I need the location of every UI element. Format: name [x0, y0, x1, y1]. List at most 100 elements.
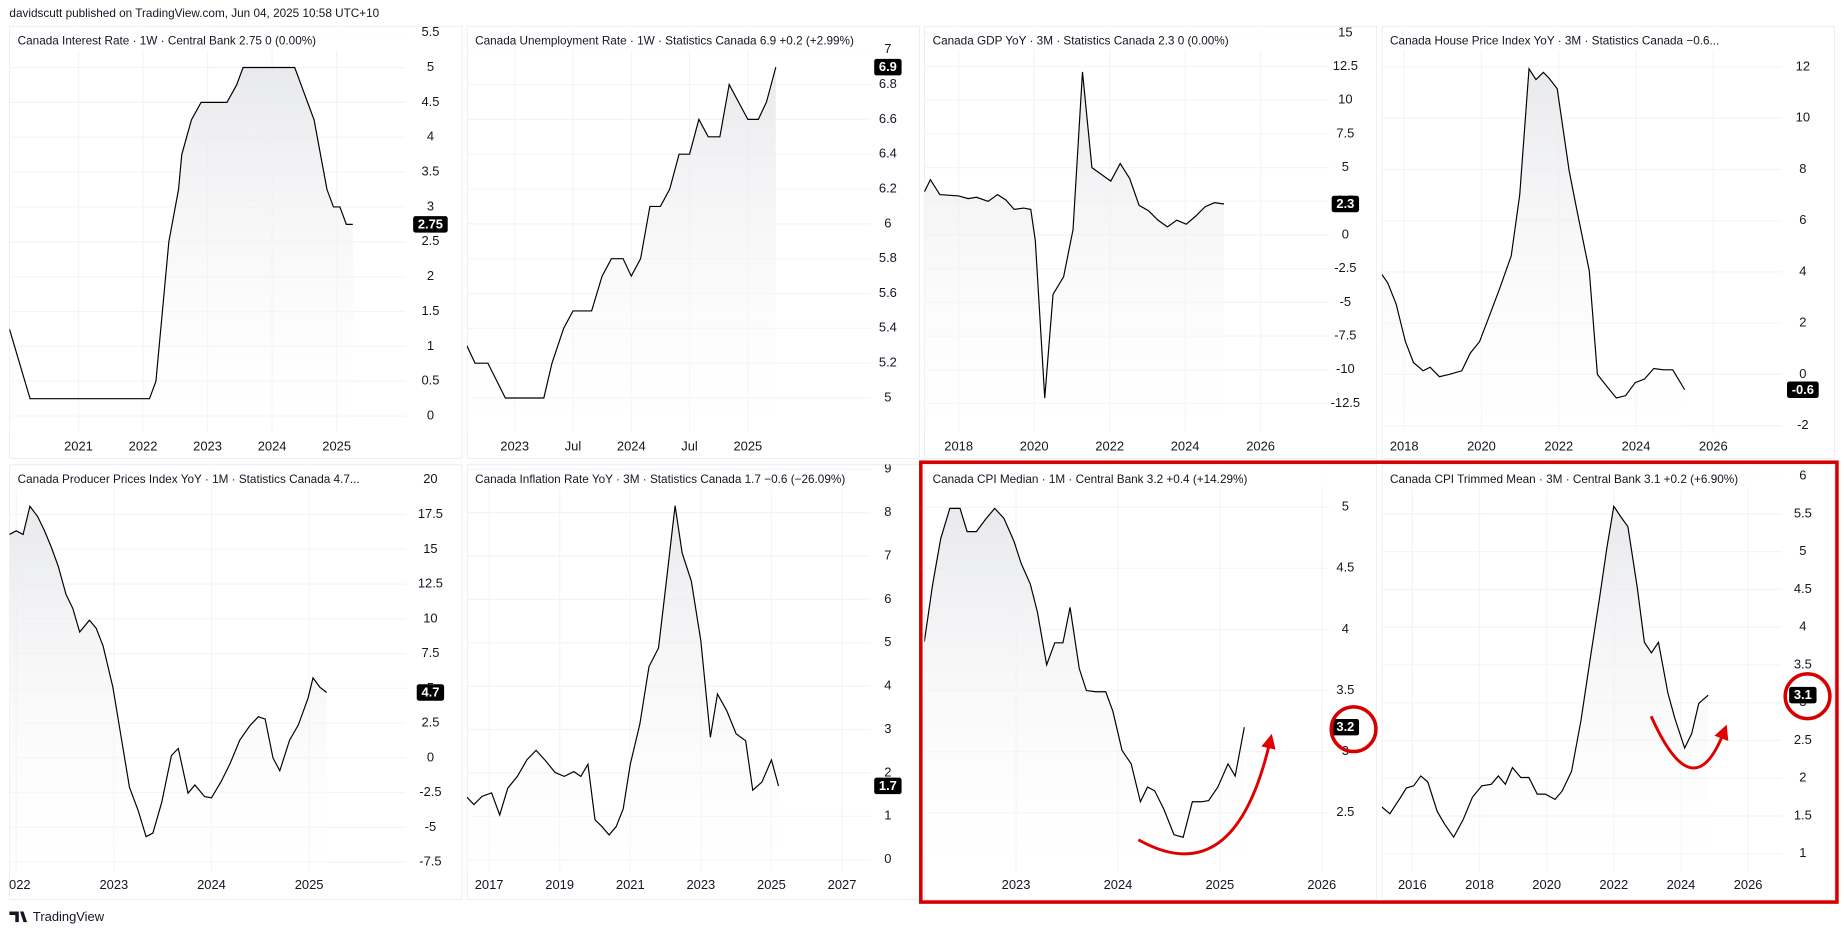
- data-line: [9, 66, 353, 400]
- y-tick-label: 5.5: [421, 24, 439, 39]
- x-tick-label: Jul: [565, 438, 582, 453]
- x-tick-label: 2024: [617, 438, 646, 453]
- publisher-header: davidscutt published on TradingView.com,…: [9, 7, 379, 20]
- x-tick-label: 2024: [1171, 438, 1200, 453]
- x-tick-label: 2018: [1465, 877, 1494, 892]
- x-tick-label: 2023: [686, 877, 715, 892]
- y-tick-label: 20: [423, 471, 437, 486]
- data-line: [9, 504, 328, 838]
- x-tick-label: 2025: [322, 438, 351, 453]
- last-value-label: 6.9: [879, 59, 897, 74]
- y-tick-label: 2: [1799, 315, 1806, 330]
- last-value-badge: [1331, 718, 1360, 736]
- x-tick-label: 2025: [757, 877, 786, 892]
- last-value-badge: [874, 777, 902, 795]
- y-tick-label: 5.5: [1794, 505, 1812, 520]
- highlight-circle: [1329, 705, 1378, 754]
- y-tick-label: 6.8: [879, 76, 897, 91]
- last-value-badge: [416, 684, 445, 701]
- y-tick-label: -2: [1797, 417, 1808, 432]
- last-value-label: 1.7: [879, 778, 897, 793]
- highlight-box: [919, 460, 1839, 904]
- y-tick-label: 0: [1799, 366, 1806, 381]
- last-value-badge: [1789, 686, 1817, 704]
- y-tick-label: 2.5: [421, 715, 439, 730]
- y-tick-label: 6.2: [879, 180, 897, 195]
- annotation-arrow: [1137, 733, 1276, 856]
- y-tick-label: 4.5: [1336, 560, 1354, 575]
- y-tick-label: 2.5: [1794, 732, 1812, 747]
- x-tick-label: 2022: [129, 438, 158, 453]
- title-backdrop: [470, 470, 871, 490]
- y-tick-label: 2.5: [421, 233, 439, 248]
- y-tick-label: 3: [427, 198, 434, 213]
- y-tick-label: 2.5: [1336, 804, 1354, 819]
- area-fill: [466, 505, 779, 873]
- tradingview-logo: [9, 911, 28, 923]
- x-tick-label: 2026: [1307, 877, 1336, 892]
- y-tick-label: -12.5: [1331, 395, 1360, 410]
- x-tick-label: 2023: [193, 438, 222, 453]
- area-fill: [1381, 68, 1685, 433]
- area-fill: [924, 508, 1245, 873]
- y-tick-label: 12.5: [418, 576, 443, 591]
- x-tick-label: 2016: [1398, 877, 1427, 892]
- y-tick-label: -7.5: [419, 854, 441, 869]
- title-backdrop: [927, 31, 1328, 51]
- y-tick-label: 8: [1799, 161, 1806, 176]
- y-tick-label: 4: [1799, 619, 1806, 634]
- y-tick-label: 9: [884, 461, 891, 476]
- area-fill: [924, 71, 1224, 433]
- y-tick-label: 3.5: [1336, 682, 1354, 697]
- y-tick-label: 6: [1799, 467, 1806, 482]
- x-tick-label: 2023: [1002, 877, 1031, 892]
- x-tick-label: 2023: [500, 438, 529, 453]
- chart-title: Canada Producer Prices Index YoY · 1M · …: [18, 473, 360, 486]
- y-tick-label: 6: [884, 591, 891, 606]
- chart-title: Canada CPI Trimmed Mean · 3M · Central B…: [1390, 473, 1738, 486]
- y-tick-label: 5: [884, 389, 891, 404]
- y-tick-label: 10: [1796, 110, 1810, 125]
- x-tick-label: 2022: [1544, 438, 1573, 453]
- x-tick-label: 2027: [828, 877, 857, 892]
- data-line: [924, 71, 1225, 399]
- last-value-badge: [1786, 381, 1819, 398]
- chart-panel: -2 0 2 4 6 8 10 12 2018 2020 2022 2024 2026 -0.6 Canad…: [1381, 25, 1835, 459]
- y-tick-label: 6: [1799, 212, 1806, 227]
- y-tick-label: 0.5: [421, 373, 439, 388]
- last-value-label: 3.2: [1336, 719, 1354, 734]
- x-tick-label: 2026: [1246, 438, 1275, 453]
- x-tick-label: 2023: [99, 877, 128, 892]
- y-tick-label: 15: [423, 541, 437, 556]
- title-backdrop: [927, 470, 1328, 490]
- x-tick-label: 2020: [1532, 877, 1561, 892]
- x-tick-label: 2021: [64, 438, 93, 453]
- y-tick-label: 5: [1342, 159, 1349, 174]
- y-tick-label: 1: [884, 808, 891, 823]
- title-backdrop: [470, 31, 871, 51]
- x-tick-label: 2024: [1104, 877, 1133, 892]
- y-tick-label: 7.5: [421, 645, 439, 660]
- chart-title: Canada GDP YoY · 3M · Statistics Canada …: [933, 34, 1229, 47]
- data-line: [466, 505, 780, 836]
- x-tick-label: 2025: [733, 438, 762, 453]
- x-tick-label: 2022: [1095, 438, 1124, 453]
- x-tick-label: 2025: [295, 877, 324, 892]
- y-tick-label: 8: [884, 504, 891, 519]
- title-backdrop: [1385, 31, 1786, 51]
- x-tick-label: 2026: [1734, 877, 1763, 892]
- area-fill: [9, 67, 353, 433]
- last-value-label: 2.75: [418, 216, 443, 231]
- x-tick-label: Jul: [681, 438, 698, 453]
- y-tick-label: -7.5: [1334, 327, 1356, 342]
- y-tick-label: 6: [884, 215, 891, 230]
- y-tick-label: 7.5: [1336, 125, 1354, 140]
- area-fill: [466, 67, 776, 433]
- y-tick-label: 5.6: [879, 285, 897, 300]
- chart-title: Canada Inflation Rate YoY · 3M · Statist…: [475, 473, 845, 486]
- y-tick-label: 5.8: [879, 250, 897, 265]
- y-tick-label: 5.4: [879, 320, 897, 335]
